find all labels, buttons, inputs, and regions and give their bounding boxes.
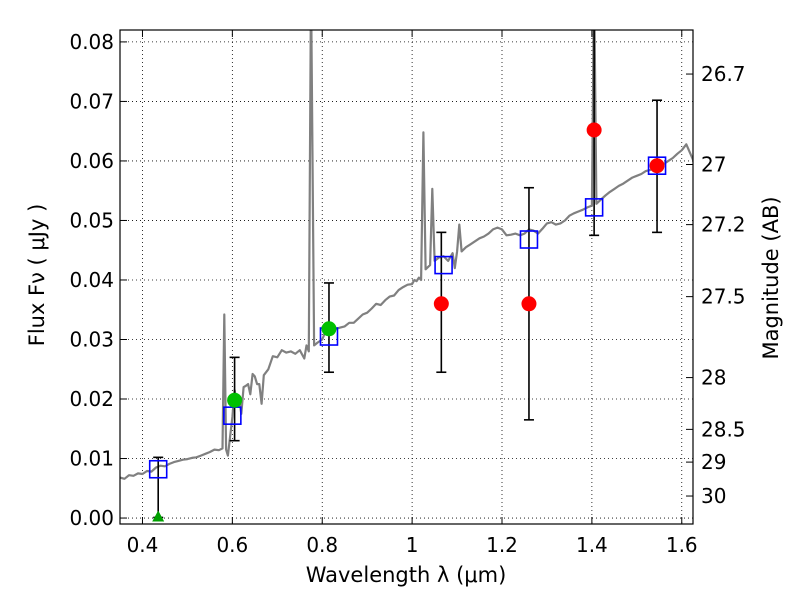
x-tick-label: 0.4 <box>127 533 159 557</box>
model-square-marker <box>584 198 604 217</box>
upper-limit-triangle <box>152 510 165 522</box>
y2-tick-label: 27.2 <box>701 213 746 237</box>
detection-point <box>321 321 337 337</box>
model-square-marker <box>647 156 667 176</box>
model-square-marker <box>434 255 453 275</box>
plot-frame <box>119 29 694 525</box>
y-tick-label: 0.02 <box>69 387 114 411</box>
y-tick-label: 0.03 <box>69 327 114 351</box>
y-tick-label: 0.01 <box>69 447 114 471</box>
y-tick-label: 0.05 <box>69 208 114 232</box>
gridlines <box>120 30 693 524</box>
y2-tick-label: 29 <box>701 450 726 474</box>
y2-tick-label: 27.5 <box>701 285 746 309</box>
y-axis-label: Flux Fν ( μJy ) <box>25 204 49 347</box>
sed-line <box>120 30 693 480</box>
model-square-marker <box>148 459 168 479</box>
detection-point <box>227 392 243 408</box>
y-tick-label: 0.07 <box>69 89 114 113</box>
measured-point <box>433 296 449 312</box>
y-tick-label: 0.00 <box>69 506 114 530</box>
x-tick-label: 1.6 <box>666 533 698 557</box>
y2-tick-label: 30 <box>701 484 726 508</box>
y2-tick-label: 26.7 <box>701 62 746 86</box>
y2-tick-label: 28.5 <box>701 417 746 441</box>
y2-tick-label: 28 <box>701 366 726 390</box>
model-square-marker <box>519 230 539 249</box>
plot-area <box>120 30 693 522</box>
measured-point <box>649 158 665 174</box>
measured-point <box>521 296 537 312</box>
measured-point <box>586 122 602 138</box>
y2-axis-label: Magnitude (AB) <box>759 196 783 359</box>
y-tick-label: 0.08 <box>69 30 114 54</box>
x-tick-label: 1.4 <box>576 533 608 557</box>
x-tick-label: 0.6 <box>216 533 248 557</box>
y-tick-label: 0.06 <box>69 149 114 173</box>
x-tick-label: 1.2 <box>486 533 518 557</box>
x-tick-label: 0.8 <box>306 533 338 557</box>
axis-ticks: 0.4 0.6 0.8 1 1.2 1.4 1.6 0.00 0.01 0.02 0.03 0.04 0… <box>69 30 745 557</box>
x-axis-label: Wavelength λ (μm) <box>306 563 507 587</box>
y-tick-label: 0.04 <box>69 268 114 292</box>
y2-tick-label: 27 <box>701 153 726 177</box>
x-tick-label: 1 <box>406 533 419 557</box>
